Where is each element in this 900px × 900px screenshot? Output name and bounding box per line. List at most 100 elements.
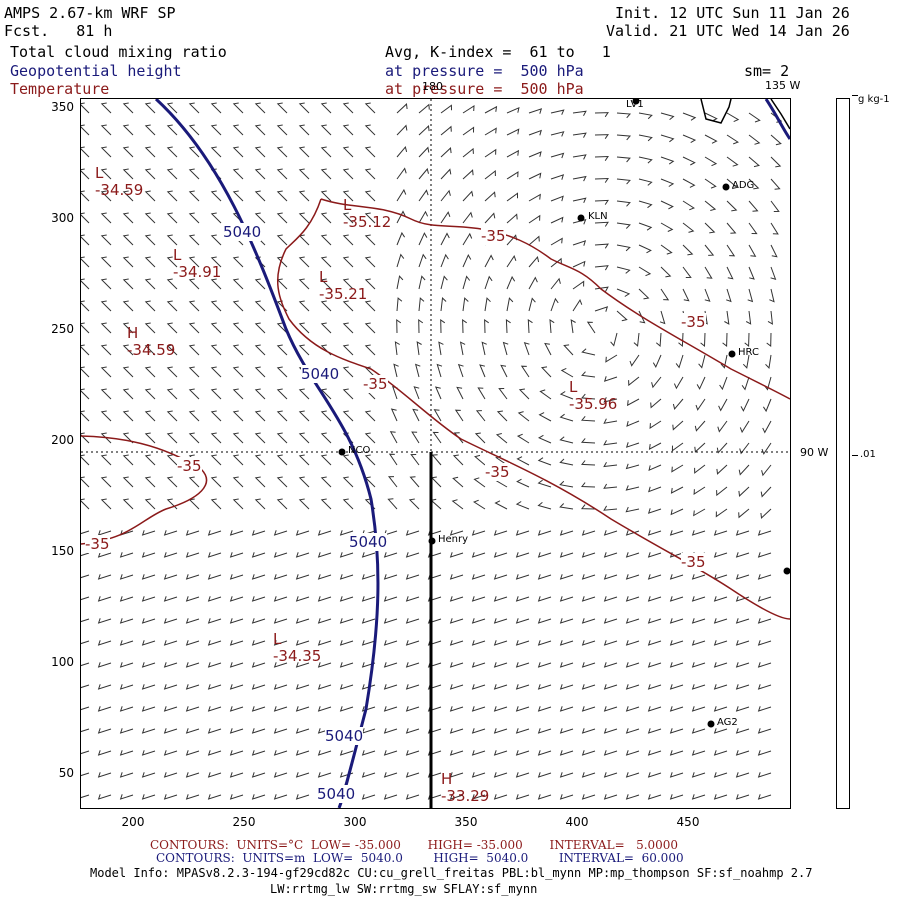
wind-barb [144, 234, 156, 246]
wind-barb [295, 794, 310, 800]
wind-barb [81, 410, 90, 422]
wind-barb [454, 409, 464, 422]
wind-barb [713, 662, 728, 668]
wind-barb [81, 278, 90, 290]
wind-barb [207, 794, 222, 800]
wind-barb [320, 454, 332, 466]
wind-barb [251, 772, 266, 778]
wind-barb [638, 134, 653, 142]
wind-barb [452, 454, 464, 466]
wind-barb [207, 530, 222, 536]
wind-barb [185, 596, 200, 602]
wind-barb [81, 596, 90, 601]
wind-barb [713, 772, 728, 778]
field-height: Geopotential height [10, 62, 182, 80]
wind-barb [449, 684, 464, 690]
wind-barb [440, 253, 449, 268]
wind-barb [436, 363, 443, 378]
wind-barb [726, 112, 740, 123]
wind-barb [581, 574, 596, 580]
wind-barb [361, 574, 376, 580]
wind-barb [276, 146, 288, 158]
wind-barb [254, 168, 266, 180]
wind-barb [81, 706, 90, 711]
wind-barb [144, 432, 156, 444]
wind-barb [339, 772, 354, 778]
wind-barb [163, 596, 178, 602]
wind-barb [166, 102, 178, 114]
wind-barb [660, 178, 675, 187]
wind-barb [276, 168, 288, 180]
wind-barb [273, 684, 288, 690]
wind-barb [141, 662, 156, 668]
wind-barb [440, 189, 451, 202]
smoothing-label: sm= 2 [744, 62, 790, 80]
wind-barb [254, 102, 266, 114]
meridian-180-label: 180 [422, 80, 443, 93]
temp-label: -35 [177, 457, 202, 475]
wind-barb [572, 260, 586, 268]
wind-barb [603, 772, 618, 778]
wind-barb [207, 684, 222, 690]
wind-barb [251, 750, 266, 756]
wind-barb [594, 199, 609, 205]
temp-label: -35 [481, 227, 506, 245]
wind-barb [550, 131, 565, 137]
wind-barb [559, 618, 574, 624]
wind-barb [144, 256, 156, 268]
wind-barb [652, 354, 662, 369]
wind-barb [100, 124, 112, 136]
wind-barb [210, 498, 222, 510]
wind-barb [383, 574, 398, 580]
wind-barb [122, 344, 134, 356]
wind-barb [418, 189, 429, 202]
wind-barb [735, 574, 750, 580]
wind-barb [254, 146, 266, 158]
temp-label: -35 [681, 313, 706, 331]
wind-barb [207, 750, 222, 756]
station-hrc: HRC [738, 347, 759, 358]
wind-barb [97, 684, 112, 690]
station-henry: Henry [438, 534, 469, 545]
wind-barb [163, 574, 178, 580]
wind-barb [572, 175, 587, 182]
wind-barb [298, 168, 310, 180]
wind-barb [493, 662, 508, 668]
wind-barb [704, 112, 718, 122]
wind-barb [229, 750, 244, 756]
wind-barb [493, 772, 508, 778]
wind-barb [188, 212, 200, 224]
wind-barb [210, 212, 222, 224]
wind-barb [691, 750, 706, 756]
wind-barb [414, 363, 421, 378]
wind-barb [298, 344, 310, 356]
wind-barb [383, 552, 398, 558]
wind-barb [207, 596, 222, 602]
wind-barb [232, 124, 244, 136]
wind-barb [295, 530, 310, 536]
wind-barb [748, 222, 758, 235]
wind-barb [122, 300, 134, 312]
wind-barb [626, 420, 640, 427]
wind-barb [700, 332, 706, 348]
wind-barb [660, 200, 674, 210]
wind-barb [144, 410, 156, 422]
wind-barb [440, 232, 450, 246]
wind-barb [364, 234, 376, 246]
wind-barb [141, 530, 156, 536]
wind-barb [81, 432, 90, 444]
wind-barb [537, 574, 552, 580]
y-tick: 50 [58, 766, 74, 780]
wind-barb [726, 244, 736, 257]
wind-barb [188, 322, 200, 334]
wind-barb [430, 498, 442, 510]
wind-barb [581, 460, 596, 466]
wind-barb [122, 498, 134, 510]
coastline [700, 99, 732, 124]
wind-barb [405, 552, 420, 558]
wind-barb [389, 431, 398, 444]
wind-barb [254, 300, 266, 312]
wind-barb [484, 319, 489, 334]
wind-barb [669, 618, 684, 624]
wind-barb [273, 596, 288, 602]
